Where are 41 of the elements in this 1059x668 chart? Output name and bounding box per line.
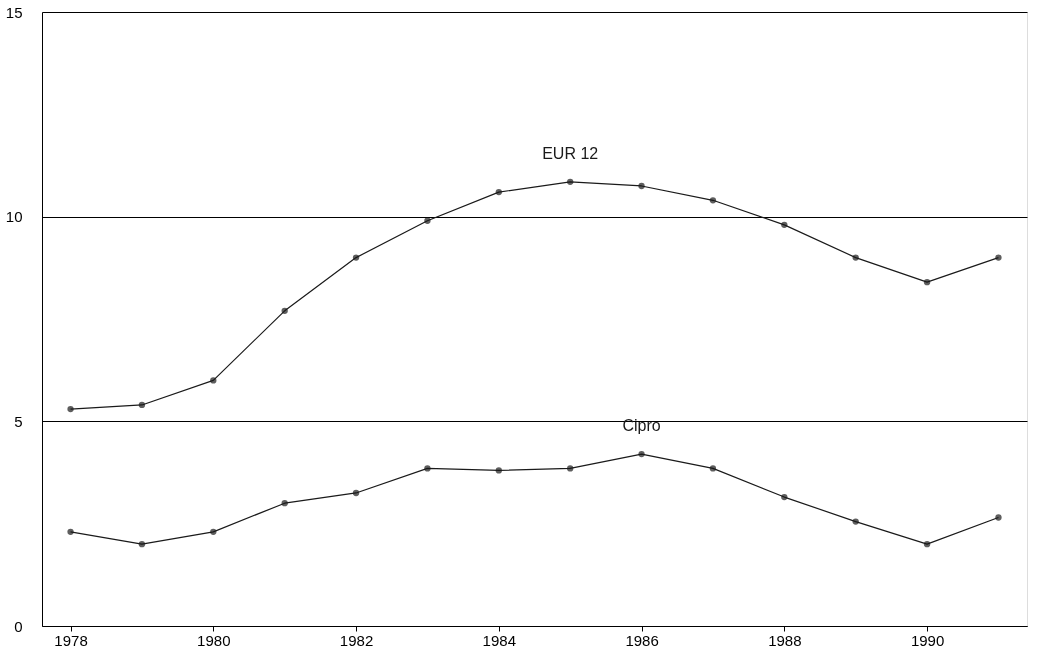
point bbox=[424, 465, 431, 472]
point bbox=[781, 221, 788, 229]
point bbox=[638, 450, 645, 458]
point bbox=[923, 540, 931, 548]
y-tick-label: 10 bbox=[5, 208, 23, 226]
x-tick-label: 1980 bbox=[197, 631, 231, 649]
point bbox=[281, 307, 288, 314]
x-tick-label: 1984 bbox=[482, 631, 516, 649]
y-tick-label: 5 bbox=[14, 412, 23, 430]
point bbox=[852, 518, 859, 525]
x-tick-label: 1982 bbox=[339, 631, 374, 649]
x-tick-label: 1978 bbox=[54, 631, 88, 649]
point bbox=[638, 182, 645, 190]
point bbox=[567, 465, 574, 472]
point bbox=[995, 254, 1002, 261]
point bbox=[210, 528, 217, 536]
point bbox=[138, 401, 146, 409]
point bbox=[67, 528, 74, 536]
point bbox=[67, 405, 74, 413]
y-tick-label: 15 bbox=[5, 3, 23, 21]
point bbox=[709, 465, 717, 472]
point bbox=[995, 514, 1002, 521]
x-tick-label: 1988 bbox=[768, 631, 802, 649]
point bbox=[352, 489, 360, 497]
point bbox=[138, 540, 146, 548]
point bbox=[281, 500, 288, 507]
point bbox=[781, 493, 788, 501]
series-label: Cipro bbox=[622, 417, 661, 435]
point bbox=[923, 279, 931, 286]
x-tick-label: 1986 bbox=[625, 631, 659, 649]
y-tick-label: 0 bbox=[14, 617, 23, 635]
point bbox=[495, 188, 502, 196]
x-tick-label: 1990 bbox=[910, 631, 945, 649]
point bbox=[424, 217, 431, 224]
series-label: EUR 12 bbox=[542, 144, 599, 162]
point bbox=[210, 377, 217, 384]
point bbox=[709, 197, 717, 204]
point bbox=[852, 254, 859, 261]
point bbox=[352, 254, 360, 261]
point bbox=[567, 178, 574, 186]
point bbox=[495, 467, 502, 474]
